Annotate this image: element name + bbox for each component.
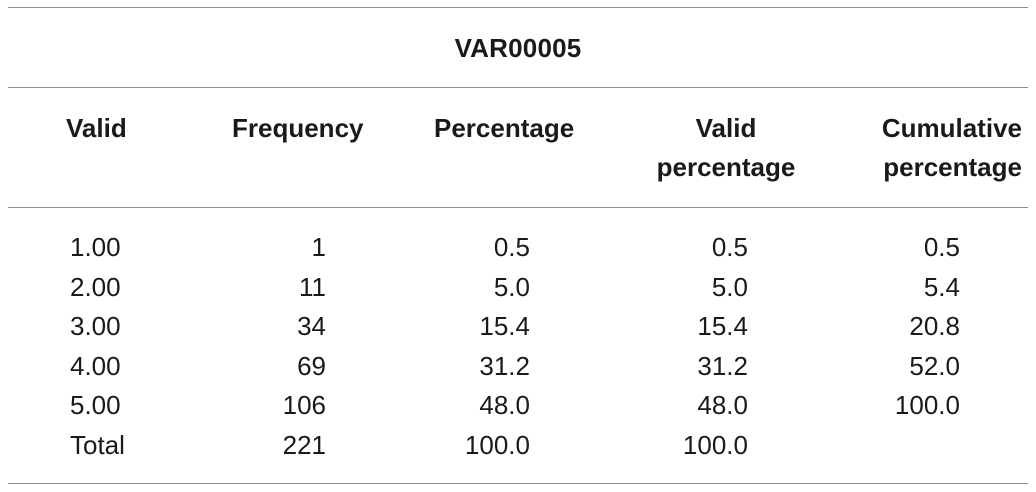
header-valid-line-1: Valid	[66, 113, 127, 143]
cell-percentage: 48.0	[479, 390, 530, 421]
title-divider	[8, 87, 1028, 88]
cell-cumulative-percentage: 52.0	[909, 350, 960, 381]
cell-cumulative-percentage: 5.4	[923, 271, 960, 302]
cell-valid-percentage: 100.0	[682, 430, 748, 460]
cell-valid-value: 4.00	[70, 350, 121, 381]
header-cumulative-percentage-line-1: Cumulative	[881, 113, 1022, 143]
cell-percentage: 0.5	[493, 232, 530, 262]
cell-frequency: 221	[282, 430, 326, 460]
cell-valid-value: 2.00	[70, 271, 121, 302]
header-percentage: Percentage	[434, 109, 574, 148]
table-title: VAR00005	[454, 33, 582, 63]
header-divider	[8, 207, 1028, 208]
table-top-rule	[8, 7, 1028, 8]
header-cumulative-percentage-line-2: percentage	[883, 152, 1022, 182]
cell-valid-percentage: 15.4	[697, 311, 748, 342]
header-valid-percentage-line-1: Valid	[695, 113, 757, 143]
cell-frequency: 1	[311, 232, 326, 262]
cell-frequency: 69	[297, 350, 326, 381]
header-valid: Valid	[66, 109, 127, 148]
header-frequency: Frequency	[232, 109, 364, 148]
cell-percentage: 31.2	[479, 350, 530, 381]
cell-cumulative-percentage: 20.8	[909, 311, 960, 342]
cell-valid-value: 1.00	[70, 232, 121, 262]
cell-frequency: 106	[282, 390, 326, 421]
header-valid-percentage: Valid percentage	[640, 109, 812, 187]
cell-percentage: 100.0	[464, 430, 530, 460]
header-percentage-line-1: Percentage	[434, 113, 575, 143]
cell-valid-value: 3.00	[70, 311, 121, 342]
cell-valid-percentage: 0.5	[711, 232, 748, 262]
cell-cumulative-percentage: 100.0	[894, 390, 960, 421]
cell-percentage: 5.0	[493, 271, 530, 302]
cell-frequency: 34	[297, 311, 326, 342]
cell-valid-value: Total	[70, 430, 125, 460]
cell-valid-percentage: 48.0	[697, 390, 748, 421]
cell-cumulative-percentage: 0.5	[923, 232, 960, 262]
header-cumulative-percentage: Cumulative percentage	[852, 109, 1022, 187]
table-bottom-rule	[8, 483, 1028, 484]
cell-percentage: 15.4	[479, 311, 530, 342]
header-valid-percentage-line-2: percentage	[656, 152, 796, 182]
cell-valid-percentage: 5.0	[711, 271, 748, 302]
header-frequency-line-1: Frequency	[232, 113, 364, 143]
cell-valid-percentage: 31.2	[697, 350, 748, 381]
cell-valid-value: 5.00	[70, 390, 121, 421]
cell-frequency: 11	[299, 271, 326, 302]
